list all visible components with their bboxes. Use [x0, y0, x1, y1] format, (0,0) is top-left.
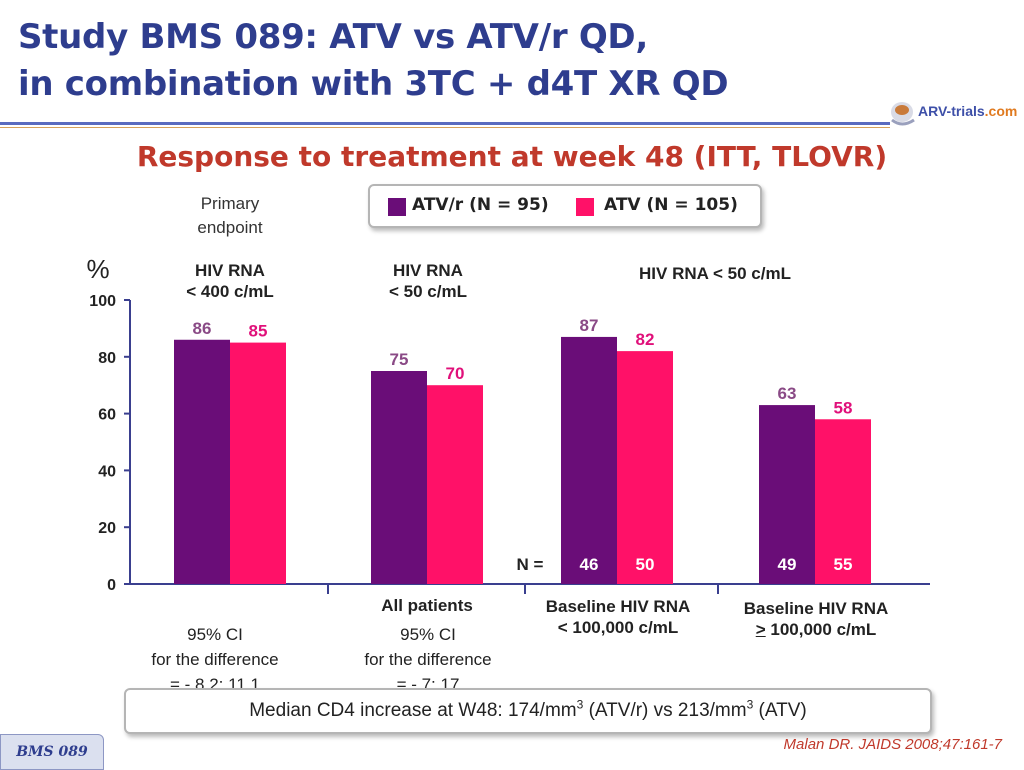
legend-label-atv-r: ATV/r (N = 95): [412, 195, 549, 215]
legend-label-atv: ATV (N = 105): [604, 195, 738, 215]
study-tag: BMS 089: [0, 734, 104, 770]
bar-atv-group3: [617, 351, 673, 584]
group1-header: HIV RNA < 400 c/mL: [160, 260, 300, 302]
cd4-exponent-2: 3: [746, 697, 754, 712]
arv-trials-logo-icon: [891, 102, 915, 126]
group3-footer-line-1: Baseline HIV RNA: [545, 597, 691, 616]
ci-group1-line-2: for the difference: [151, 650, 279, 669]
y-tick-label: 100: [89, 293, 116, 310]
group34-header: HIV RNA < 50 c/mL: [639, 264, 791, 283]
data-label-atv-r-group4: 63: [778, 384, 797, 403]
bar-atv-group2: [427, 385, 483, 584]
legend-swatch-atv: [576, 198, 594, 216]
group2-header-line-2: < 50 c/mL: [389, 282, 467, 301]
legend-swatch-atv-r: [388, 198, 406, 216]
logo-text-suffix: .com: [984, 103, 1018, 119]
cd4-middle: (ATV/r) vs 213/mm: [583, 700, 747, 721]
group4-footer-line-2: > 100,000 c/mL: [726, 619, 906, 640]
primary-endpoint-label: Primary endpoint: [170, 192, 290, 240]
chart-legend: ATV/r (N = 95) ATV (N = 105): [368, 184, 762, 228]
bar-atv-r-group3: [561, 336, 617, 584]
ci-group1: 95% CI for the difference = - 8.2; 11.1: [130, 622, 300, 697]
primary-endpoint-line-2: endpoint: [197, 218, 263, 237]
group3-footer: Baseline HIV RNA < 100,000 c/mL: [528, 596, 708, 638]
n-value-atv-group4: 55: [834, 555, 853, 574]
data-label-atv-group1: 85: [249, 322, 268, 341]
cd4-summary-box: Median CD4 increase at W48: 174/mm3 (ATV…: [124, 688, 932, 734]
ci-group1-line-1: 95% CI: [187, 625, 243, 644]
group4-footer-symbol: >: [755, 620, 766, 639]
ci-group2-line-1: 95% CI: [400, 625, 456, 644]
data-label-atv-r-group1: 86: [193, 319, 212, 338]
group1-header-line-1: HIV RNA: [195, 261, 265, 280]
y-axis-label: %: [86, 254, 109, 284]
n-value-atv-r-group3: 46: [580, 555, 599, 574]
group1-header-line-2: < 400 c/mL: [186, 282, 274, 301]
y-tick-label: 20: [98, 520, 116, 537]
y-tick-label: 80: [98, 350, 116, 367]
y-tick-label: 60: [98, 407, 116, 424]
group2-footer: All patients: [381, 596, 473, 615]
y-tick-label: 0: [107, 577, 116, 594]
title-rule-accent: [0, 127, 890, 128]
title-line-2: in combination with 3TC + d4T XR QD: [18, 64, 729, 104]
primary-endpoint-line-1: Primary: [200, 194, 260, 213]
title-line-1: Study BMS 089: ATV vs ATV/r QD,: [18, 17, 648, 57]
n-label: N =: [517, 555, 544, 574]
reference-citation: Malan DR. JAIDS 2008;47:161-7: [783, 736, 1002, 753]
bar-chart: % 0 20 40 60 80 100 86 85 75 70 87 82 63 58 N = 46 50 49 55: [86, 254, 930, 594]
data-label-atv-r-group3: 87: [580, 316, 599, 335]
cd4-prefix: Median CD4 increase at W48: 174/mm: [249, 700, 577, 721]
bar-atv-r-group2: [371, 371, 427, 584]
group3-footer-line-2: < 100,000 c/mL: [557, 618, 679, 637]
n-value-atv-group3: 50: [636, 555, 655, 574]
bar-atv-r-group1: [174, 339, 230, 584]
slide-title: Study BMS 089: ATV vs ATV/r QD, in combi…: [18, 14, 729, 108]
group4-footer-value: 100,000 c/mL: [765, 620, 877, 639]
data-label-atv-group4: 58: [834, 398, 853, 417]
logo-text-main: ARV-trials: [918, 103, 985, 119]
ci-group2-line-2: for the difference: [364, 650, 492, 669]
bar-atv-r-group4: [759, 405, 815, 584]
y-tick-label: 40: [98, 463, 116, 480]
cd4-suffix: (ATV): [753, 700, 807, 721]
ci-group2: 95% CI for the difference = - 7; 17: [343, 622, 513, 697]
data-label-atv-group3: 82: [636, 330, 655, 349]
data-label-atv-group2: 70: [446, 364, 465, 383]
data-label-atv-r-group2: 75: [390, 350, 409, 369]
group4-footer: Baseline HIV RNA > 100,000 c/mL: [726, 598, 906, 640]
title-rule: [0, 122, 890, 125]
group2-header: HIV RNA < 50 c/mL: [358, 260, 498, 302]
chart-subtitle: Response to treatment at week 48 (ITT, T…: [136, 140, 888, 173]
logo-text: ARV-trials.com: [918, 103, 1017, 119]
n-value-atv-r-group4: 49: [778, 555, 797, 574]
bar-atv-group4: [815, 419, 871, 584]
cd4-exponent-1: 3: [576, 697, 584, 712]
bar-atv-group1: [230, 342, 286, 584]
group2-header-line-1: HIV RNA: [393, 261, 463, 280]
group4-footer-line-1: Baseline HIV RNA: [743, 599, 889, 618]
